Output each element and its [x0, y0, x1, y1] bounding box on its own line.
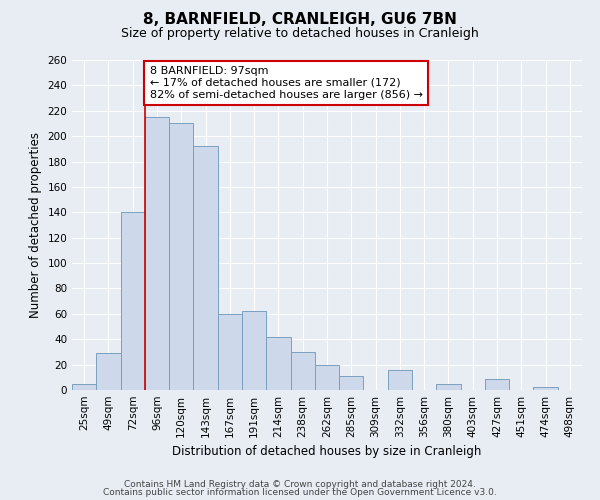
Bar: [485, 378, 509, 390]
Text: Contains HM Land Registry data © Crown copyright and database right 2024.: Contains HM Land Registry data © Crown c…: [124, 480, 476, 489]
Text: 8 BARNFIELD: 97sqm
← 17% of detached houses are smaller (172)
82% of semi-detach: 8 BARNFIELD: 97sqm ← 17% of detached hou…: [150, 66, 423, 100]
Bar: [315, 364, 339, 390]
Bar: [266, 336, 290, 390]
Bar: [169, 124, 193, 390]
Bar: [533, 388, 558, 390]
Bar: [339, 376, 364, 390]
Bar: [145, 117, 169, 390]
Bar: [121, 212, 145, 390]
Bar: [193, 146, 218, 390]
Text: Size of property relative to detached houses in Cranleigh: Size of property relative to detached ho…: [121, 28, 479, 40]
Bar: [290, 352, 315, 390]
Bar: [242, 312, 266, 390]
Text: 8, BARNFIELD, CRANLEIGH, GU6 7BN: 8, BARNFIELD, CRANLEIGH, GU6 7BN: [143, 12, 457, 28]
X-axis label: Distribution of detached houses by size in Cranleigh: Distribution of detached houses by size …: [172, 446, 482, 458]
Bar: [436, 384, 461, 390]
Bar: [388, 370, 412, 390]
Text: Contains public sector information licensed under the Open Government Licence v3: Contains public sector information licen…: [103, 488, 497, 497]
Y-axis label: Number of detached properties: Number of detached properties: [29, 132, 42, 318]
Bar: [218, 314, 242, 390]
Bar: [96, 353, 121, 390]
Bar: [72, 384, 96, 390]
